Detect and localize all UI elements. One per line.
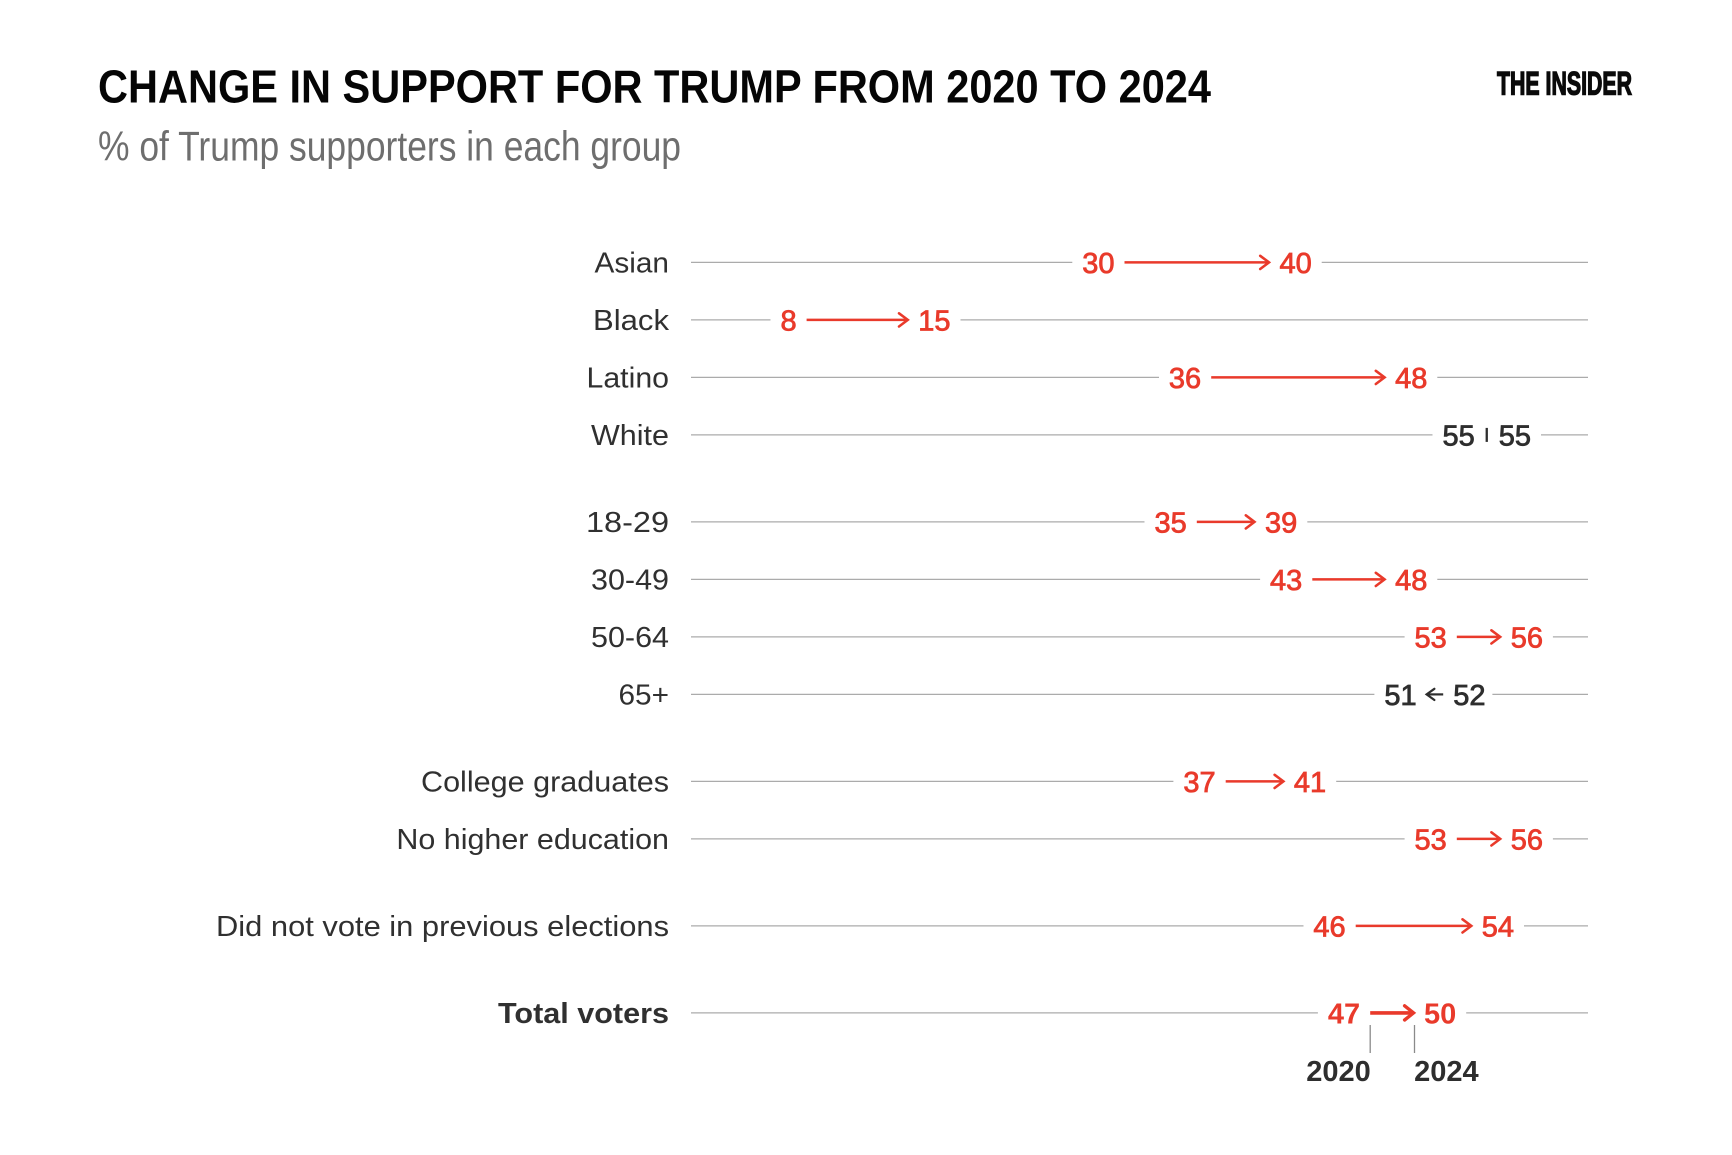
- svg-text:White: White: [591, 420, 669, 452]
- svg-text:CHANGE IN SUPPORT FOR TRUMP FR: CHANGE IN SUPPORT FOR TRUMP FROM 2020 TO…: [98, 61, 1211, 113]
- svg-text:Did not vote in previous elect: Did not vote in previous elections: [216, 911, 669, 943]
- svg-text:53: 53: [1415, 824, 1447, 856]
- svg-text:41: 41: [1294, 767, 1326, 799]
- svg-text:35: 35: [1155, 507, 1187, 539]
- svg-text:2024: 2024: [1414, 1056, 1479, 1088]
- svg-text:THE INSIDER: THE INSIDER: [1497, 66, 1632, 102]
- svg-text:30: 30: [1082, 248, 1114, 280]
- svg-text:50-64: 50-64: [591, 622, 669, 654]
- svg-text:% of Trump supporters in each: % of Trump supporters in each group: [98, 123, 681, 170]
- svg-text:48: 48: [1395, 363, 1427, 395]
- svg-text:40: 40: [1280, 248, 1312, 280]
- svg-text:39: 39: [1265, 507, 1297, 539]
- svg-text:56: 56: [1511, 622, 1543, 654]
- svg-text:55: 55: [1499, 420, 1531, 452]
- svg-text:Latino: Latino: [587, 362, 670, 394]
- svg-text:65+: 65+: [619, 679, 670, 711]
- svg-text:2020: 2020: [1306, 1056, 1371, 1088]
- svg-text:No higher education: No higher education: [396, 824, 669, 856]
- svg-text:Asian: Asian: [595, 247, 670, 279]
- svg-text:Black: Black: [593, 305, 670, 337]
- svg-text:46: 46: [1313, 911, 1345, 943]
- svg-text:52: 52: [1453, 680, 1485, 712]
- svg-text:15: 15: [918, 305, 950, 337]
- svg-text:47: 47: [1328, 998, 1360, 1030]
- svg-text:48: 48: [1395, 565, 1427, 597]
- svg-text:55: 55: [1443, 420, 1475, 452]
- svg-text:43: 43: [1270, 565, 1302, 597]
- svg-text:36: 36: [1169, 363, 1201, 395]
- svg-text:37: 37: [1183, 767, 1215, 799]
- svg-text:College graduates: College graduates: [421, 766, 669, 798]
- svg-text:54: 54: [1482, 911, 1514, 943]
- svg-text:51: 51: [1384, 680, 1416, 712]
- svg-text:53: 53: [1415, 622, 1447, 654]
- svg-text:18-29: 18-29: [586, 507, 669, 539]
- svg-text:56: 56: [1511, 824, 1543, 856]
- svg-text:30-49: 30-49: [591, 564, 669, 596]
- svg-text:8: 8: [780, 305, 796, 337]
- svg-text:Total voters: Total voters: [498, 998, 669, 1030]
- svg-text:50: 50: [1424, 998, 1456, 1030]
